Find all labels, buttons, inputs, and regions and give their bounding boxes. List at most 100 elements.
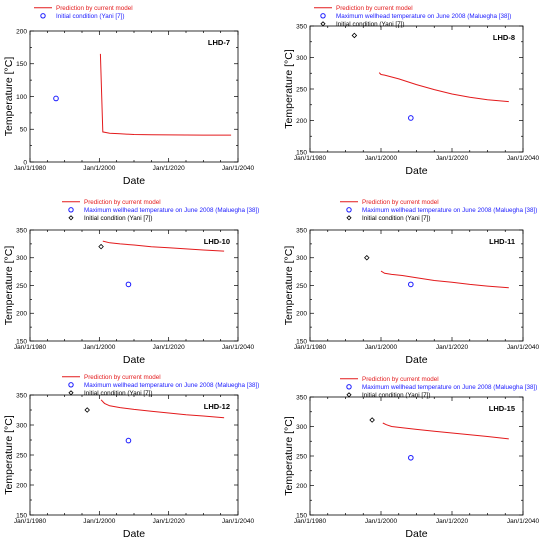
y-tick-label: 150 [16, 61, 27, 68]
x-axis-label: Date [123, 354, 145, 366]
data-point-diamond [364, 254, 370, 261]
prediction-line [102, 240, 225, 252]
legend-label: Prediction by current model [84, 199, 161, 206]
y-tick-label: 150 [296, 149, 307, 156]
x-tick-label: Jan/1/1980 [14, 344, 47, 351]
panel-lhd-8: 150 200 250 300 350 Jan/1/1980 Jan/1/2000 Jan/1… [283, 5, 539, 177]
x-axis-label: Date [123, 175, 145, 187]
data-point-diamond [369, 417, 375, 423]
y-tick-label: 300 [296, 255, 307, 262]
x-tick-label: Jan/1/2040 [222, 165, 255, 172]
panel-title: LHD-8 [493, 33, 515, 42]
x-axis-label: Date [123, 528, 145, 540]
plot-frame [309, 229, 524, 342]
plot-frame [29, 30, 239, 163]
x-tick-label: Jan/1/2040 [507, 155, 540, 162]
legend-label: Prediction by current model [362, 199, 439, 206]
y-tick-label: 0 [23, 159, 27, 166]
legend-label: Initial condition (Yani [7]) [84, 215, 153, 222]
legend-diamond-swatch [68, 390, 74, 396]
legend-label: Initial condition (Yani [7]) [56, 13, 125, 20]
x-axis-label: Date [405, 528, 427, 540]
y-tick-label: 200 [16, 28, 27, 35]
x-tick-label: Jan/1/2040 [222, 518, 255, 525]
x-tick-label: Jan/1/2000 [365, 518, 398, 525]
data-point-circle [408, 454, 414, 461]
y-tick-label: 150 [296, 338, 307, 345]
plot-frame [29, 229, 239, 342]
legend-circle-swatch [320, 13, 326, 19]
panel-title: LHD-12 [204, 402, 230, 411]
x-tick-label: Jan/1/1980 [14, 165, 47, 172]
panel-title: LHD-7 [208, 38, 230, 47]
legend-label: Maximum wellhead temperature on June 200… [84, 207, 259, 214]
y-tick-label: 350 [16, 392, 27, 399]
x-tick-label: Jan/1/2020 [153, 165, 186, 172]
x-tick-label: Jan/1/2000 [83, 165, 116, 172]
panel-lhd-11: 150 200 250 300 350 Jan/1/1980 Jan/1/2000 Jan/1… [283, 199, 539, 366]
legend-diamond-swatch [346, 215, 352, 221]
y-tick-label: 200 [16, 482, 27, 489]
x-tick-label: Jan/1/2020 [436, 155, 469, 162]
panel-lhd-7: 0 50 100 150 200 Jan/1/1980 Jan/1/2000 Jan/1/20… [3, 5, 254, 187]
plot-frame [309, 25, 524, 153]
x-tick-label: Jan/1/2000 [365, 155, 398, 162]
data-point-circle [125, 437, 132, 444]
legend-label: Initial condition (Yani [7]) [336, 21, 405, 28]
y-tick-label: 200 [296, 118, 307, 125]
legend-diamond-swatch [68, 215, 74, 221]
x-tick-label: Jan/1/1980 [294, 518, 327, 525]
x-tick-label: Jan/1/2040 [507, 518, 540, 525]
y-tick-label: 150 [16, 512, 27, 519]
data-point-diamond [84, 407, 90, 413]
y-tick-label: 250 [296, 283, 307, 290]
legend-label: Initial condition (Yani [7]) [362, 392, 431, 399]
y-tick-label: 300 [16, 255, 27, 262]
data-point-diamond [98, 243, 104, 250]
y-tick-label: 150 [16, 338, 27, 345]
x-tick-label: Jan/1/2040 [507, 344, 540, 351]
data-point-diamond [351, 32, 358, 39]
legend-label: Maximum wellhead temperature on June 200… [336, 13, 511, 20]
x-tick-label: Jan/1/2000 [83, 344, 116, 351]
y-tick-label: 350 [296, 23, 307, 30]
y-tick-label: 350 [296, 394, 307, 401]
legend-diamond-swatch [320, 21, 326, 27]
prediction-line [382, 422, 509, 440]
y-axis-label: Temperature [°C] [283, 416, 295, 496]
prediction-line [100, 399, 225, 419]
y-tick-label: 300 [16, 422, 27, 429]
y-tick-label: 350 [16, 227, 27, 234]
legend-label: Maximum wellhead temperature on June 200… [362, 384, 537, 391]
legend-label: Prediction by current model [84, 374, 161, 381]
data-point-circle [408, 281, 414, 288]
y-axis-label: Temperature [°C] [283, 246, 295, 326]
y-tick-label: 350 [296, 227, 307, 234]
plot-frame [29, 394, 239, 516]
legend-circle-swatch [40, 13, 46, 19]
panel-lhd-15: 150 200 250 300 350 Jan/1/1980 Jan/1/2000 Jan/1… [283, 376, 539, 540]
x-axis-label: Date [405, 354, 427, 366]
legend-label: Maximum wellhead temperature on June 200… [362, 207, 537, 214]
x-tick-label: Jan/1/2000 [365, 344, 398, 351]
legend-label: Maximum wellhead temperature on June 200… [84, 382, 259, 389]
legend-circle-swatch [346, 384, 352, 390]
x-tick-label: Jan/1/2000 [83, 518, 116, 525]
legend-circle-swatch [68, 382, 74, 388]
x-tick-label: Jan/1/2020 [436, 344, 469, 351]
y-tick-label: 200 [16, 311, 27, 318]
x-tick-label: Jan/1/2020 [153, 518, 186, 525]
y-tick-label: 200 [296, 311, 307, 318]
data-point-circle [408, 115, 414, 121]
y-tick-label: 100 [16, 94, 27, 101]
panel-title: LHD-11 [489, 237, 515, 246]
prediction-line [378, 72, 509, 103]
y-tick-label: 50 [20, 127, 28, 134]
data-point-circle [125, 281, 132, 288]
panel-title: LHD-15 [489, 404, 515, 413]
x-tick-label: Jan/1/1980 [294, 155, 327, 162]
panel-lhd-10: 150 200 250 300 350 Jan/1/1980 Jan/1/2000 Jan/1… [3, 199, 259, 366]
x-tick-label: Jan/1/2020 [436, 518, 469, 525]
prediction-line [99, 53, 232, 136]
